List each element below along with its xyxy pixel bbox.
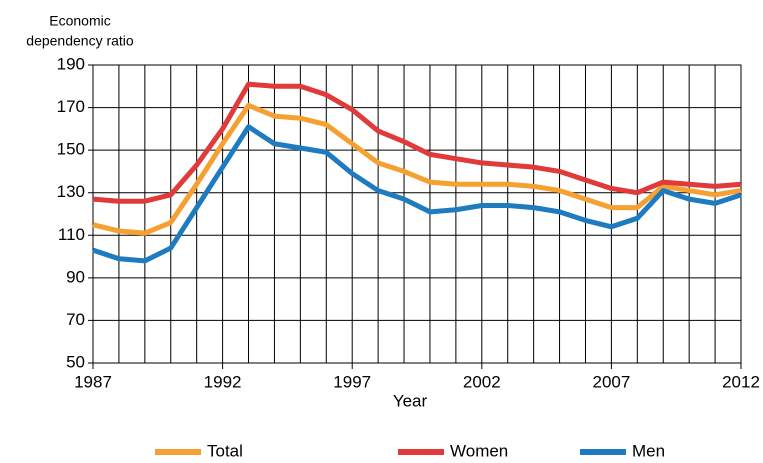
- legend-label: Men: [632, 441, 665, 460]
- y-axis-label: dependency ratio: [26, 33, 134, 49]
- x-tick-label: 2012: [722, 372, 760, 391]
- plot-border: [92, 64, 742, 364]
- legend-label: Women: [450, 441, 508, 460]
- y-tick-label: 50: [66, 352, 85, 371]
- x-tick-label: 2002: [463, 372, 501, 391]
- line: [92, 81, 742, 204]
- x-tick-label: 1987: [74, 372, 112, 391]
- y-tick-label: 90: [66, 267, 85, 286]
- line: [92, 124, 742, 264]
- y-tick-label: 70: [66, 310, 85, 329]
- line: [92, 102, 742, 236]
- y-tick-label: 110: [58, 225, 85, 244]
- y-tick-label: 170: [57, 97, 85, 116]
- x-tick-label: 1992: [204, 372, 242, 391]
- y-tick-label: 150: [57, 140, 85, 159]
- x-axis-label: Year: [393, 391, 428, 410]
- x-tick-label: 2007: [592, 372, 630, 391]
- y-tick-label: 130: [57, 182, 85, 201]
- y-axis-label: Economic: [49, 13, 110, 29]
- x-tick-label: 1997: [333, 372, 371, 391]
- legend-label: Total: [207, 441, 243, 460]
- y-tick-label: 190: [57, 54, 85, 73]
